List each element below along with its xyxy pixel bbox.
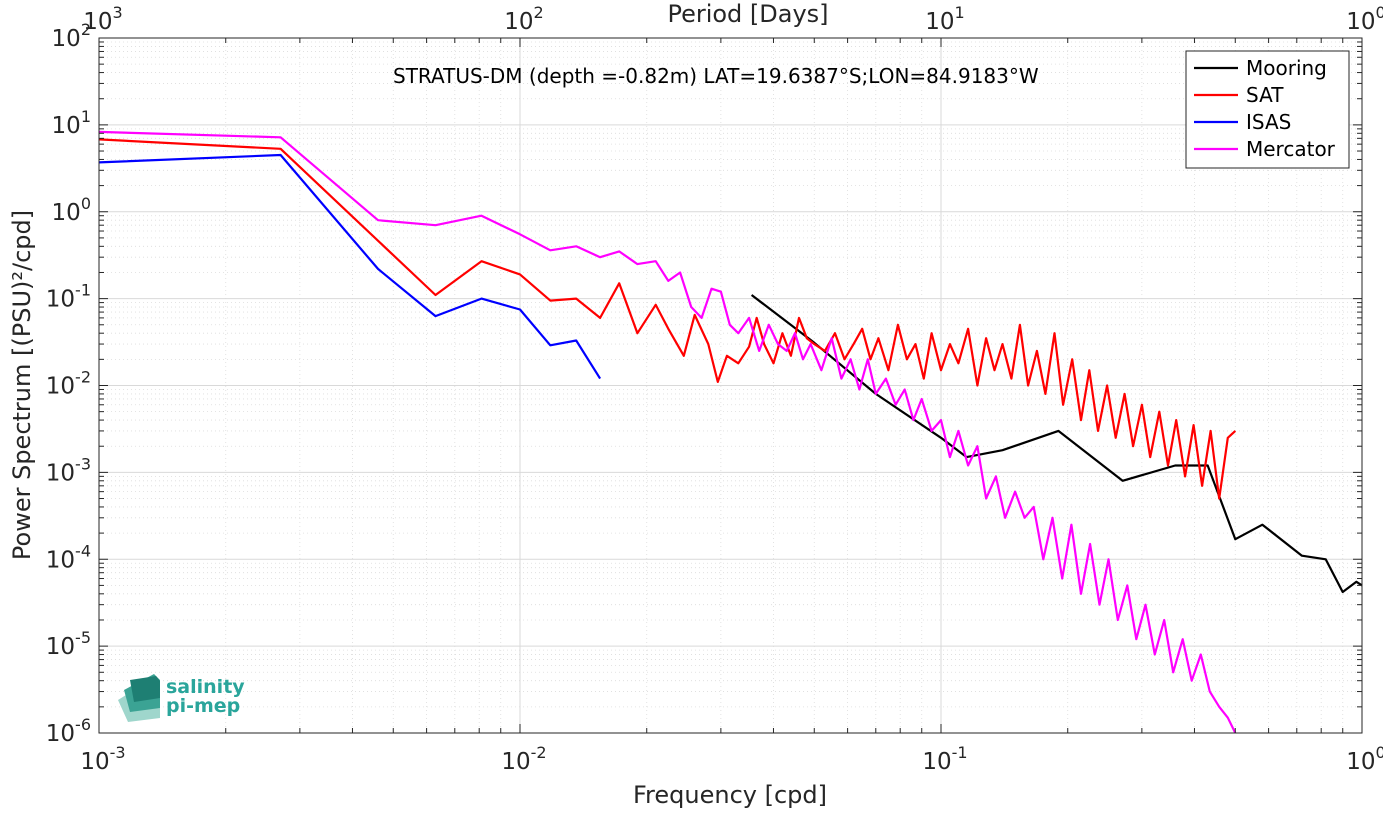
x-tick-label: 10-3: [80, 743, 125, 775]
x-tick-label: 100: [1346, 743, 1383, 775]
y-tick-label: 10-1: [46, 281, 91, 313]
top-axis-title: Period [Days]: [667, 0, 828, 28]
top-tick-labels: 103 102 101 100: [83, 3, 1383, 35]
y-tick-label: 10-4: [46, 541, 91, 573]
legend-label-isas: ISAS: [1246, 110, 1291, 134]
logo-text-salinity: salinity: [166, 676, 245, 698]
chart-annotation: STRATUS-DM (depth =-0.82m) LAT=19.6387°S…: [393, 64, 1039, 88]
y-tick-label: 10-3: [46, 454, 91, 486]
y-tick-labels: 10-6 10-5 10-4 10-3 10-2 10-1 100 101 102: [46, 20, 91, 747]
y-tick-label: 100: [52, 194, 91, 226]
series-line-mercator: [98, 130, 1237, 734]
x-axis-title: Frequency [cpd]: [633, 781, 827, 809]
y-tick-label: 101: [52, 107, 91, 139]
top-tick-label: 101: [925, 3, 964, 35]
top-tick-label: 102: [504, 3, 543, 35]
legend-label-mercator: Mercator: [1246, 137, 1336, 161]
series-line-isas: [98, 153, 602, 380]
salinity-pi-mep-logo: salinity pi-mep: [118, 674, 245, 722]
legend: Mooring SAT ISAS Mercator: [1185, 50, 1350, 169]
y-tick-label: 102: [52, 20, 91, 52]
x-tick-label: 10-2: [501, 743, 546, 775]
top-tick-label: 100: [1346, 3, 1383, 35]
x-tick-labels: 10-3 10-2 10-1 100: [80, 743, 1383, 775]
y-tick-label: 10-6: [46, 715, 91, 747]
x-tick-label: 10-1: [922, 743, 967, 775]
legend-label-sat: SAT: [1246, 83, 1284, 107]
y-tick-label: 10-5: [46, 628, 91, 660]
top-tick-label: 103: [83, 3, 122, 35]
y-tick-label: 10-2: [46, 368, 91, 400]
series-layer: [98, 130, 1363, 734]
legend-label-mooring: Mooring: [1246, 56, 1327, 80]
tick-marks: [98, 38, 1362, 734]
series-line-mooring: [750, 294, 1363, 594]
logo-mark-icon: [118, 674, 160, 722]
y-axis-title: Power Spectrum [(PSU)²/cpd]: [8, 210, 36, 560]
series-line-sat: [98, 138, 1237, 500]
logo-text-pi-mep: pi-mep: [166, 695, 240, 717]
